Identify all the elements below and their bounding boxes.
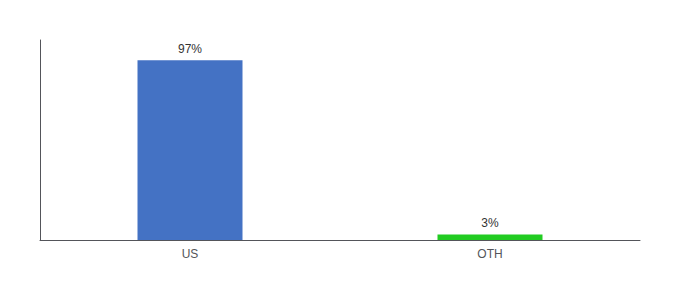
svg-text:OTH: OTH <box>477 247 502 261</box>
svg-text:97%: 97% <box>178 42 202 56</box>
svg-text:3%: 3% <box>481 216 499 230</box>
svg-text:US: US <box>182 247 199 261</box>
